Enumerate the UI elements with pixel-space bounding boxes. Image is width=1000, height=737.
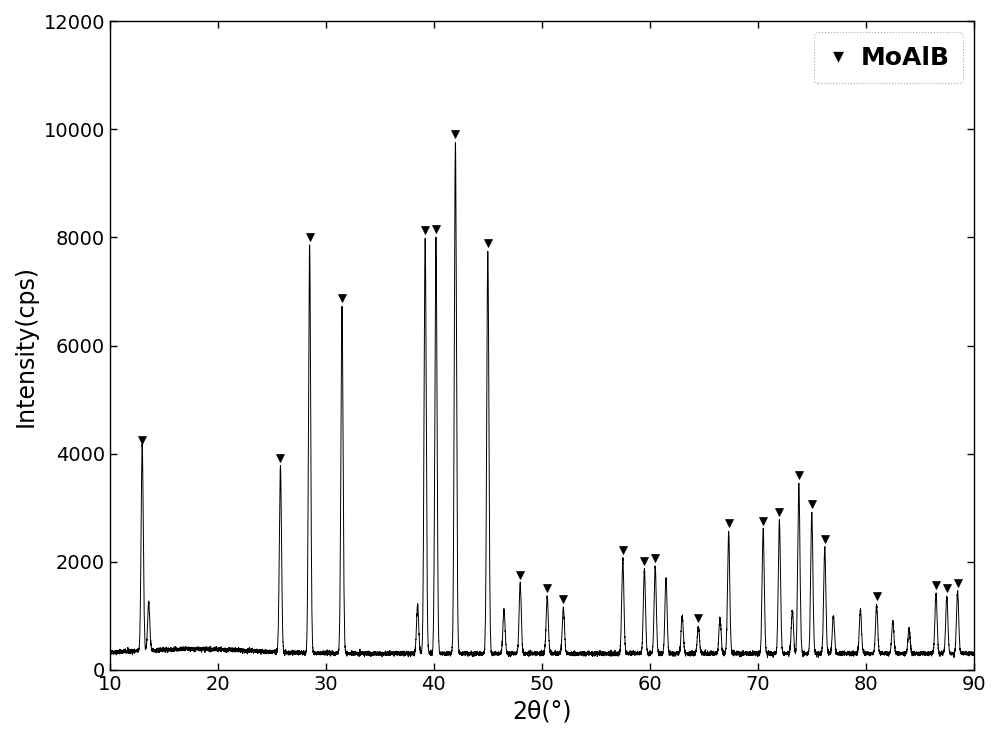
Legend: MoAlB: MoAlB xyxy=(814,32,963,83)
Y-axis label: Intensity(cps): Intensity(cps) xyxy=(14,265,38,427)
X-axis label: 2θ(°): 2θ(°) xyxy=(512,699,572,723)
